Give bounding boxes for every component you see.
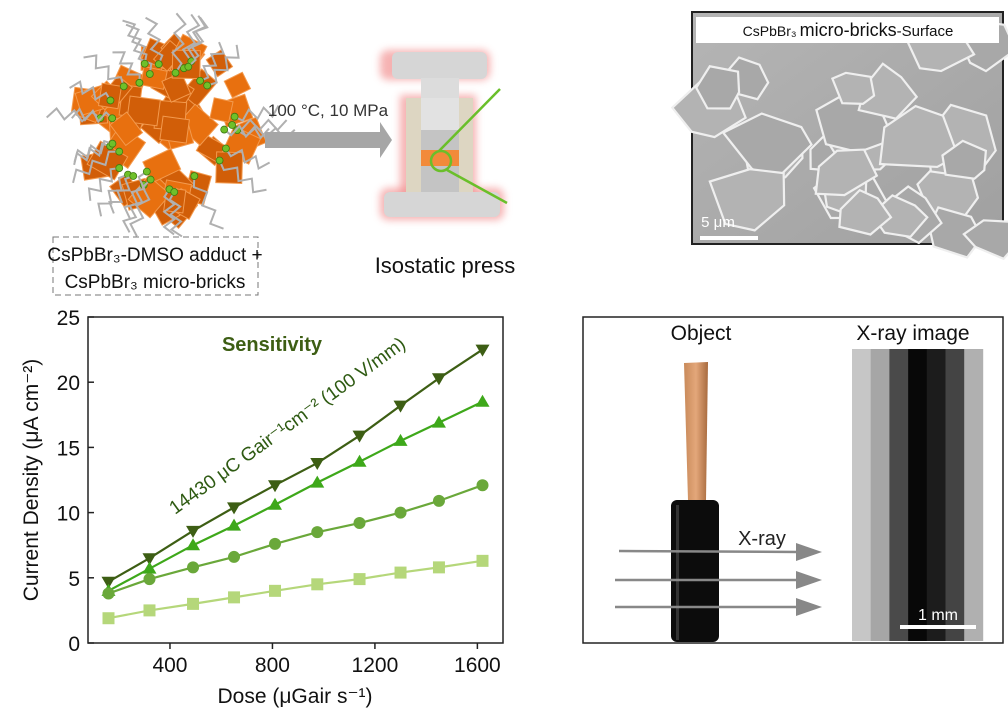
x-tick-label: 1200	[352, 654, 399, 677]
data-point-triangle-up	[475, 394, 490, 407]
sem-scale-label: 5 μm	[701, 214, 735, 231]
chart-title: Sensitivity	[222, 334, 323, 356]
xray-image	[852, 349, 984, 641]
data-point-circle	[102, 587, 115, 600]
data-point-triangle-down	[431, 373, 446, 386]
data-point-triangle-down	[142, 553, 157, 566]
data-point-circle	[228, 550, 241, 563]
sem-image	[670, 11, 1008, 261]
data-point-triangle-up	[310, 475, 325, 488]
data-point-triangle-down	[186, 525, 201, 538]
y-tick-label: 15	[57, 437, 80, 460]
y-tick-label: 0	[68, 633, 80, 656]
data-point-square	[394, 566, 407, 579]
y-tick-label: 5	[68, 568, 80, 591]
data-point-triangle-up	[268, 497, 283, 510]
xray-image-label: X-ray image	[856, 322, 969, 345]
data-point-triangle-down	[393, 400, 408, 413]
data-point-triangle-down	[352, 430, 367, 443]
data-point-triangle-down	[268, 480, 283, 493]
y-tick-label: 10	[57, 503, 80, 526]
xray-beam-arrows	[615, 543, 822, 616]
series-line-circle	[108, 484, 483, 595]
x-axis-label: Dose (μGair s⁻¹)	[217, 685, 372, 708]
y-tick-label: 20	[57, 372, 80, 395]
precursor-label-box	[52, 236, 259, 296]
data-point-triangle-up	[227, 518, 242, 531]
data-point-circle	[432, 494, 445, 507]
x-tick-label: 400	[152, 654, 187, 677]
data-point-circle	[353, 517, 366, 530]
precursor-label-line1: CsPbBr₃-DMSO adduct +	[47, 245, 262, 266]
y-tick-label: 25	[57, 307, 80, 330]
object-label: Object	[671, 322, 732, 345]
data-point-triangle-down	[310, 458, 325, 471]
precursor-label-line2: CsPbBr₃ micro-bricks	[65, 272, 246, 293]
data-point-square	[311, 578, 324, 591]
data-point-square	[269, 584, 282, 597]
condition-label: 100 °C, 10 MPa	[268, 101, 389, 120]
x-tick-label: 1600	[454, 654, 501, 677]
data-point-circle	[269, 537, 282, 550]
sem-scale-bar	[700, 236, 758, 240]
data-point-triangle-up	[142, 561, 157, 574]
data-point-triangle-up	[431, 415, 446, 428]
data-point-circle	[476, 479, 489, 492]
process-arrow-icon	[265, 122, 392, 158]
isostatic-press-illustration	[380, 50, 504, 220]
precursor-cluster-illustration	[46, 12, 296, 238]
data-point-square	[228, 591, 241, 604]
xray-beam-label: X-ray	[738, 528, 786, 550]
data-point-circle	[143, 573, 156, 586]
data-point-triangle-down	[475, 344, 490, 357]
data-point-square	[143, 604, 156, 617]
data-point-circle	[187, 561, 200, 574]
data-point-circle	[394, 506, 407, 519]
y-axis-label: Current Density (μA cm⁻²)	[20, 359, 43, 602]
data-point-triangle-down	[101, 576, 116, 589]
data-point-square	[353, 573, 366, 586]
press-label: Isostatic press	[375, 253, 516, 278]
series-line-triangle-up	[107, 400, 483, 592]
plot-frame	[87, 316, 504, 644]
data-point-circle	[311, 526, 324, 539]
data-point-triangle-up	[352, 454, 367, 467]
xray-scale-bar	[900, 625, 976, 629]
x-tick-label: 800	[255, 654, 290, 677]
data-point-triangle-down	[227, 502, 242, 515]
xray-scale-label: 1 mm	[918, 607, 958, 624]
data-point-triangle-up	[186, 538, 201, 551]
series-line-square	[108, 559, 483, 620]
data-point-square	[102, 612, 115, 625]
data-point-square	[476, 554, 489, 567]
data-point-triangle-up	[393, 433, 408, 446]
data-point-square	[187, 597, 200, 610]
magnifier-icon	[429, 88, 508, 205]
data-point-square	[432, 561, 445, 574]
series-line-triangle-down	[107, 348, 484, 583]
sem-title: CsPbBr₃ micro-bricks-Surface	[743, 20, 954, 40]
